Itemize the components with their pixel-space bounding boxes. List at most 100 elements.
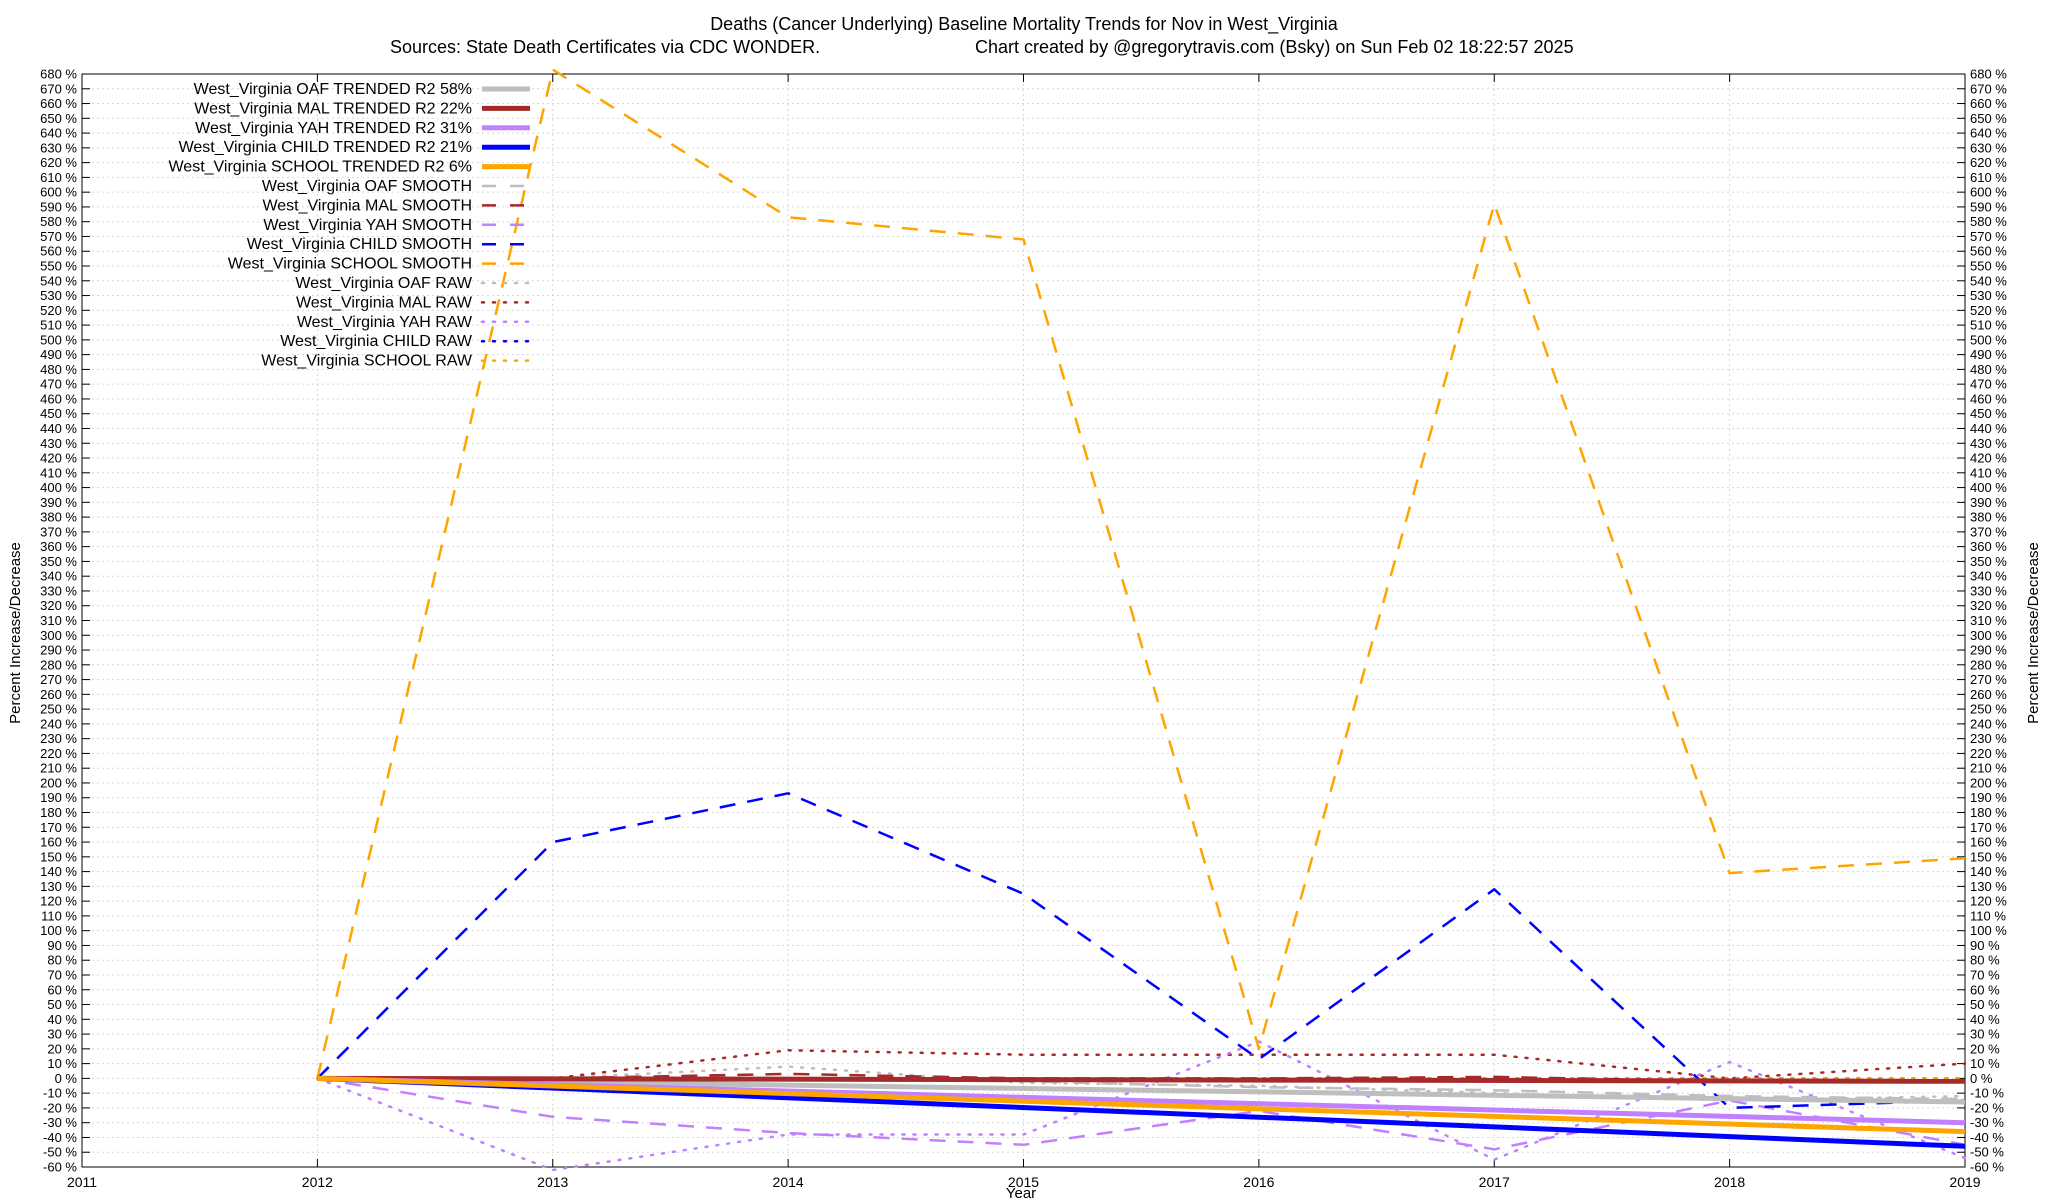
y-tick-label: 290 % [40,643,77,658]
y-tick-label: 110 % [41,908,77,923]
y2-tick-label: 120 % [1970,894,2007,909]
legend: West_Virginia OAF TRENDED R2 58% West_Vir… [168,81,532,370]
x-tick-label: 2011 [67,1174,97,1190]
y-tick-label: 380 % [40,510,77,525]
series-line [317,1075,1966,1135]
y-tick-label: 410 % [40,465,77,480]
y2-tick-label: 210 % [1970,761,2007,776]
y2-tick-label: 560 % [1970,244,2007,259]
y-tick-label: 150 % [40,849,77,864]
y2-tick-label: 70 % [1970,967,2000,982]
legend-label: West_Virginia OAF SMOOTH [262,178,472,195]
legend-label: West_Virginia CHILD TRENDED R2 21% [179,139,472,156]
y-tick-label: 530 % [40,288,77,303]
y-tick-label: 550 % [40,259,77,274]
y-tick-label: 130 % [40,879,77,894]
y-tick-label: 680 % [40,67,77,82]
y2-tick-label: 650 % [1970,111,2007,126]
y-tick-label: 220 % [40,746,77,761]
y2-axis-label: Percent Increase/Decrease [2025,542,2042,724]
y2-tick-label: 190 % [1970,790,2007,805]
y-tick-label: 520 % [40,303,77,318]
y-tick-label: 570 % [40,229,77,244]
y2-tick-label: 170 % [1970,820,2007,835]
y-tick-label: 440 % [40,421,77,436]
series-line [317,1075,1966,1105]
y-tick-label: 340 % [40,569,77,584]
y-tick-label: 0 % [55,1071,78,1086]
y2-tick-label: -50 % [1970,1145,2004,1160]
y-tick-label: 170 % [40,820,77,835]
y-tick-label: 10 % [47,1056,77,1071]
y2-tick-label: 540 % [1970,273,2007,288]
y2-tick-label: 550 % [1970,259,2007,274]
y2-tick-label: 350 % [1970,554,2007,569]
y-axis-label: Percent Increase/Decrease [7,542,24,724]
y-tick-label: 460 % [40,391,77,406]
y-tick-label: 630 % [40,140,77,155]
y-tick-label: -60 % [43,1160,77,1175]
x-axis-label: Year [1006,1185,1036,1200]
y2-tick-label: 310 % [1970,613,2007,628]
y-tick-label: 190 % [40,790,77,805]
y-tick-label: 20 % [47,1041,77,1056]
y-tick-label: -10 % [43,1086,77,1101]
y2-tick-label: 300 % [1970,628,2007,643]
y2-tick-label: 420 % [1970,451,2007,466]
y2-tick-label: 150 % [1970,849,2007,864]
y2-tick-label: 570 % [1970,229,2007,244]
y2-tick-label: 500 % [1970,332,2007,347]
legend-label: West_Virginia SCHOOL SMOOTH [228,256,472,273]
y-tick-label: 270 % [40,672,77,687]
y-tick-label: 540 % [40,273,77,288]
y2-tick-label: 100 % [1970,923,2007,938]
y-tick-label: 250 % [40,702,77,717]
y-tick-label: 560 % [40,244,77,259]
y-tick-label: 60 % [47,982,77,997]
y2-tick-label: -30 % [1970,1115,2004,1130]
y-tick-label: 650 % [40,111,77,126]
y2-tick-label: 90 % [1970,938,2000,953]
y2-tick-label: 430 % [1970,436,2007,451]
plot-frame [81,73,1966,1168]
series-line [316,792,1966,1110]
y2-tick-label: -60 % [1970,1160,2004,1175]
y2-tick-label: 620 % [1970,155,2007,170]
legend-label: West_Virginia CHILD SMOOTH [247,236,472,253]
y2-tick-label: 250 % [1970,702,2007,717]
y2-tick-label: 50 % [1970,997,2000,1012]
y-tick-label: 580 % [40,214,77,229]
series-line [317,1077,1966,1151]
y2-tick-label: 30 % [1970,1027,2000,1042]
y-tick-label: 310 % [40,613,77,628]
y-tick-label: 350 % [40,554,77,569]
y-tick-label: 420 % [40,451,77,466]
y2-tick-label: 20 % [1970,1041,2000,1056]
y-tick-label: -40 % [43,1130,77,1145]
y-tick-label: 210 % [40,761,77,776]
x-tick-label: 2017 [1479,1174,1510,1190]
y2-tick-label: 230 % [1970,731,2007,746]
y-tick-label: 180 % [40,805,77,820]
y2-tick-label: 660 % [1970,96,2007,111]
legend-label: West_Virginia MAL TRENDED R2 22% [194,100,472,117]
series-line [317,1077,1966,1101]
series-line [317,1075,1966,1084]
y2-tick-label: 410 % [1970,465,2007,480]
legend-label: West_Virginia SCHOOL RAW [261,353,473,370]
y2-tick-label: 510 % [1970,318,2007,333]
y2-tick-label: 670 % [1970,81,2007,96]
y-tick-label: 620 % [40,155,77,170]
y2-tick-label: 290 % [1970,643,2007,658]
y-tick-label: 640 % [40,126,77,141]
y-tick-label: 430 % [40,436,77,451]
x-tick-label: 2018 [1714,1174,1745,1190]
legend-label: West_Virginia MAL SMOOTH [262,197,472,214]
y-tick-label: 470 % [40,377,77,392]
y-tick-label: 160 % [40,835,77,850]
y-tick-label: 300 % [40,628,77,643]
y2-tick-label: 440 % [1970,421,2007,436]
y2-tick-label: 580 % [1970,214,2007,229]
y-tick-label: -50 % [43,1145,77,1160]
y2-tick-label: 110 % [1970,908,2006,923]
